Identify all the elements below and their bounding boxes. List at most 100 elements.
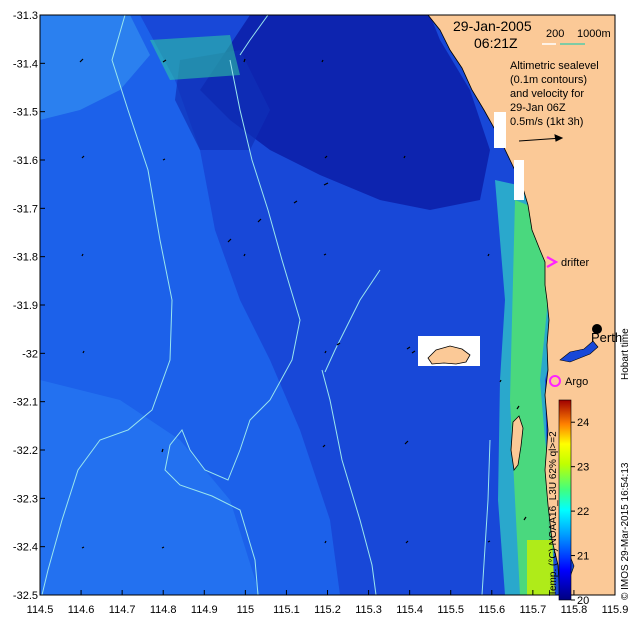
lon-tick-label: 115.7 [519, 604, 546, 616]
rottnest-island-outline [427, 345, 471, 365]
vector [227, 238, 232, 243]
vector [487, 253, 490, 257]
lon-tick-label: 115.6 [478, 604, 505, 616]
vector [323, 182, 329, 186]
lon-tick-label: 115.8 [561, 604, 588, 616]
lon-tick-label: 115.4 [396, 604, 423, 616]
vector [324, 350, 327, 354]
vector [162, 158, 166, 161]
vector [324, 540, 327, 544]
contour-5 [481, 439, 491, 595]
colorbar-tick-label: 20 [577, 595, 589, 607]
annotation-line-1: Altimetric sealevel [510, 60, 599, 72]
bathy-1000-label: 1000m [577, 28, 611, 40]
sst-top-green [150, 35, 240, 80]
annotation-line-2: (0.1m contours) [510, 74, 587, 86]
contour-4 [321, 369, 377, 595]
vector [81, 155, 85, 159]
colorbar-title: Temp. (°C) NOAA16_L3U 62% ql>=2 [548, 431, 559, 596]
swan-river-estuary [559, 340, 599, 363]
sst-warm-dark-core [200, 15, 490, 210]
perth-label: Perth [591, 330, 622, 345]
lon-tick-label: 114.6 [68, 604, 95, 616]
vector [161, 546, 165, 549]
sst-nearshore-yellow [527, 540, 555, 595]
lon-tick-label: 115.3 [355, 604, 382, 616]
sst-cool-southwest [40, 380, 260, 595]
colorbar-tick-label: 21 [577, 551, 589, 563]
contour-6 [324, 269, 381, 373]
sst-nearshore-green [510, 200, 555, 595]
lat-tick-label: -32.2 [13, 445, 38, 457]
vector [324, 155, 328, 159]
colorbar: 20 21 22 23 24 Temp. (°C) NOAA16_L3U 62% ql>… [548, 399, 589, 607]
vector [322, 444, 326, 448]
vector [81, 253, 84, 257]
lon-tick-label: 114.8 [150, 604, 177, 616]
lon-tick-label: 115.9 [602, 604, 629, 616]
vector [321, 59, 324, 63]
contour-3 [239, 15, 269, 56]
lat-tick-label: -31.4 [13, 58, 38, 70]
garden-island [510, 415, 524, 471]
argo-icon [549, 375, 561, 387]
colorbar-ticks: 20 21 22 23 24 [571, 417, 589, 607]
vector [336, 342, 341, 346]
lat-tick-label: -31.8 [13, 252, 38, 264]
lat-tick-label: -32.4 [13, 542, 38, 554]
colorbar-scale [558, 399, 572, 601]
credit-label: © IMOS 29-Mar-2015 16:54:13 [620, 462, 631, 600]
lat-tick-label: -31.7 [13, 203, 38, 215]
vector [161, 448, 164, 453]
lon-tick-label: 114.5 [27, 604, 54, 616]
annotation-line-4: 29-Jan 06Z [510, 102, 566, 114]
vector [243, 58, 246, 63]
lon-tick-label: 115 [237, 604, 255, 616]
lat-tick-label: -31.3 [13, 10, 38, 22]
vector [82, 350, 85, 354]
drifter-icon [546, 256, 559, 268]
info-panel: 29-Jan-2005 06:21Z 200 1000m Altimetric … [453, 18, 611, 142]
vector [499, 379, 502, 383]
vector [162, 59, 167, 63]
vector [406, 346, 411, 350]
contour-2 [164, 59, 301, 595]
vector [411, 350, 416, 354]
velocity-vectors [79, 58, 527, 549]
vector [257, 218, 262, 223]
lat-tick-label: -31.5 [13, 107, 38, 119]
lat-tick-label: -32.3 [13, 493, 38, 505]
lat-tick-label: -31.6 [13, 155, 38, 167]
hobart-time-label: Hobart time [620, 328, 631, 380]
vector [523, 516, 527, 521]
lon-tick-label: 114.7 [109, 604, 136, 616]
vector [516, 405, 520, 410]
lat-tick-label: -32.5 [13, 590, 38, 602]
latitude-axis: -31.3 -31.4 -31.5 -31.6 -31.7 -31.8 -31.9 -32 -3… [13, 10, 45, 602]
annotation-line-3: and velocity for [510, 88, 584, 100]
no-data-coast-north [494, 112, 506, 148]
vector [81, 546, 85, 549]
markers: drifter Argo Perth [546, 256, 622, 388]
colorbar-tick-label: 22 [577, 506, 589, 518]
sealevel-contours [41, 15, 491, 595]
date-label: 29-Jan-2005 [453, 18, 532, 34]
lon-tick-label: 115.5 [437, 604, 464, 616]
lon-tick-label: 115.1 [273, 604, 300, 616]
drifter-label: drifter [561, 257, 589, 269]
vector [405, 540, 409, 544]
lat-tick-label: -31.9 [13, 300, 38, 312]
vector [404, 440, 409, 445]
vector [403, 155, 406, 159]
argo-label: Argo [565, 376, 588, 388]
contour-1 [41, 15, 173, 595]
longitude-axis: 114.5 114.6 114.7 114.8 114.9 115 115.1 115.2 11… [27, 590, 629, 616]
annotation-line-5: 0.5m/s (1kt 3h) [510, 116, 583, 128]
vector [323, 253, 327, 256]
vector [487, 540, 491, 543]
colorbar-tick-label: 24 [577, 417, 589, 429]
colorbar-tick-label: 23 [577, 462, 589, 474]
vector [243, 253, 246, 257]
time-label: 06:21Z [474, 35, 518, 51]
